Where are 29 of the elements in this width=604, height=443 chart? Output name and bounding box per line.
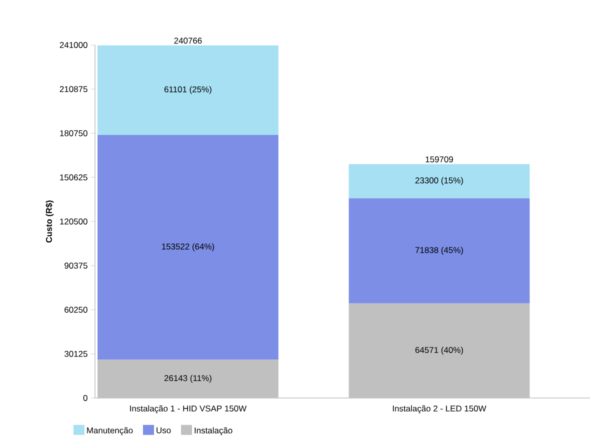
legend-label: Uso — [156, 427, 171, 434]
y-axis-title: Custo (R$) — [46, 200, 54, 243]
total-label: 240766 — [174, 38, 202, 44]
y-tick-label: 90375 — [64, 262, 88, 269]
y-tick-label: 60250 — [64, 306, 88, 313]
data-label: 71838 (45%) — [415, 246, 463, 255]
y-tick-label: 120500 — [60, 218, 88, 224]
data-label: 153522 (64%) — [162, 243, 214, 252]
y-tick-label: 180750 — [60, 130, 88, 136]
bar — [348, 164, 530, 198]
legend-label: Manutenção — [87, 427, 133, 436]
bar — [98, 134, 278, 360]
x-tick-label: Instalação 2 - LED 150W — [392, 405, 486, 414]
data-label: 23300 (15%) — [415, 177, 463, 186]
legend-label: Instalação — [194, 427, 232, 436]
y-tick-label: 30125 — [64, 350, 88, 357]
bar — [98, 45, 278, 135]
data-label: 64571 (40%) — [415, 346, 463, 355]
data-label: 26143 (11%) — [164, 374, 212, 383]
data-label: 61101 (25%) — [164, 86, 212, 94]
y-tick-label: 0 — [83, 395, 88, 401]
total-label: 159709 — [426, 156, 453, 162]
bar — [348, 303, 530, 398]
bar — [348, 198, 530, 304]
x-tick-label: Instalação 1 - HID VSAP 150W — [130, 405, 247, 414]
y-tick-label: 150625 — [60, 174, 88, 180]
y-tick-label: 210875 — [60, 86, 88, 92]
y-tick-label: 241000 — [60, 42, 88, 48]
bar — [98, 360, 278, 398]
